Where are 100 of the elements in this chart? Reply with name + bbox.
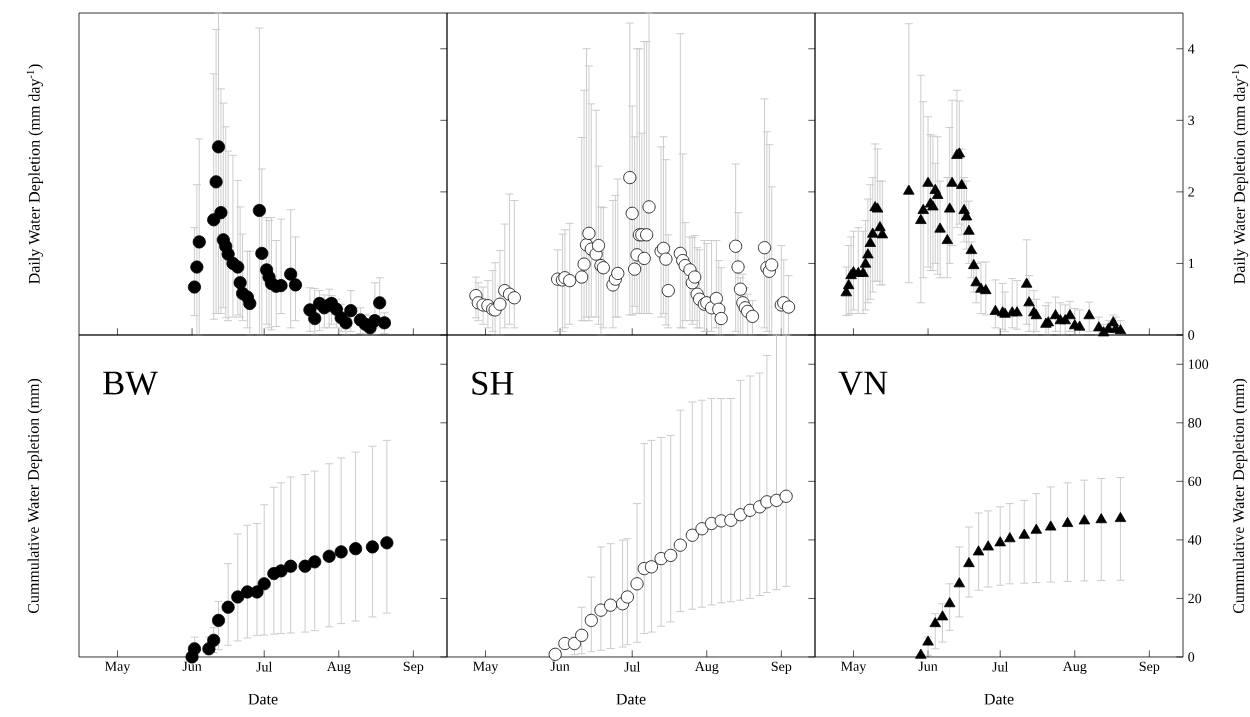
point	[250, 585, 264, 599]
point	[373, 296, 387, 310]
point	[594, 603, 608, 617]
point	[298, 559, 312, 573]
point	[190, 260, 204, 274]
y-tick-label: 4	[1187, 44, 1195, 54]
point	[953, 577, 966, 588]
x-tick-label: Jun	[918, 661, 938, 672]
point	[231, 590, 245, 604]
point	[982, 540, 994, 551]
y-tick-label: 0	[1188, 330, 1195, 340]
y-tick-label: 3	[1188, 115, 1195, 126]
point	[994, 536, 1006, 547]
point	[724, 513, 738, 527]
point	[1004, 532, 1016, 543]
point	[322, 549, 336, 563]
x-tick-label: Jul	[256, 661, 273, 672]
point	[685, 528, 699, 542]
point	[620, 590, 634, 604]
x-tick-label: Jul	[624, 661, 641, 672]
point	[214, 206, 228, 220]
point	[922, 635, 934, 646]
point	[380, 536, 394, 550]
y-tick-label: 20	[1188, 593, 1202, 604]
point	[231, 260, 245, 274]
point	[308, 555, 322, 569]
point	[575, 628, 589, 642]
x-tick-label: Sep	[1139, 661, 1160, 674]
point	[695, 522, 709, 536]
point	[207, 633, 221, 647]
point	[349, 542, 363, 556]
x-tick-label: May	[473, 661, 499, 674]
point	[192, 235, 206, 249]
y-tick-label: 60	[1188, 476, 1202, 487]
point	[334, 545, 348, 559]
point	[255, 246, 269, 260]
point	[936, 610, 949, 621]
y-tick-label: 0	[1188, 652, 1195, 662]
point	[365, 540, 379, 554]
point	[584, 613, 598, 627]
x-tick-label: Sep	[771, 661, 792, 674]
point	[187, 280, 201, 294]
y-tick-label: 100	[1188, 359, 1209, 369]
x-tick-label: Jul	[992, 661, 1009, 672]
point	[1045, 520, 1057, 531]
point	[779, 489, 793, 503]
point	[644, 560, 658, 574]
y-tick-label: 1	[1188, 258, 1194, 269]
point	[567, 636, 582, 651]
point	[221, 247, 235, 261]
point	[1095, 513, 1107, 524]
x-tick-label: May	[841, 661, 867, 674]
annotation: VN	[838, 371, 888, 395]
point	[1030, 523, 1042, 534]
point	[673, 538, 687, 552]
x-tick-label: May	[105, 661, 131, 674]
y-axis-title: Cummulative Water Depletion (mm)	[1232, 378, 1248, 614]
point	[233, 276, 247, 290]
point	[284, 267, 298, 281]
point	[929, 617, 941, 628]
point	[963, 557, 975, 568]
x-tick-label: Jun	[550, 661, 570, 672]
point	[288, 278, 303, 292]
point	[915, 648, 927, 659]
point	[257, 577, 271, 591]
x-tick-label: Jun	[182, 661, 202, 672]
x-axis-title: Date	[248, 693, 278, 705]
point	[664, 548, 678, 562]
point	[972, 545, 985, 556]
annotation: SH	[472, 371, 514, 395]
point	[1114, 511, 1127, 522]
point	[604, 598, 618, 612]
point	[274, 564, 288, 578]
point	[221, 600, 235, 614]
point	[1078, 514, 1091, 525]
y-axis-title: Daily Water Depletion (mm day$^{-1}$)	[26, 64, 43, 284]
annotation: BW	[103, 371, 158, 395]
point	[243, 296, 257, 311]
point	[211, 613, 226, 627]
x-tick-label: Aug	[694, 661, 719, 674]
point	[284, 559, 298, 573]
x-tick-label: Sep	[403, 661, 424, 674]
point	[308, 312, 322, 326]
x-tick-label: Aug	[326, 661, 351, 674]
y-axis-title: Cummulative Water Depletion (mm)	[27, 378, 43, 614]
point	[943, 597, 956, 608]
y-tick-label: 2	[1188, 187, 1194, 197]
point	[209, 175, 223, 189]
point	[743, 503, 757, 517]
y-axis-title: Daily Water Depletion (mm day$^{-1}$)	[1231, 64, 1249, 284]
point	[211, 140, 226, 154]
point	[1061, 516, 1074, 527]
point	[252, 203, 266, 218]
x-axis-title: Date	[984, 693, 1014, 705]
point	[548, 647, 562, 661]
y-tick-label: 80	[1188, 418, 1202, 428]
point	[187, 642, 201, 656]
x-tick-label: Aug	[1062, 661, 1087, 674]
point	[377, 316, 391, 330]
x-axis-title: Date	[616, 693, 646, 705]
